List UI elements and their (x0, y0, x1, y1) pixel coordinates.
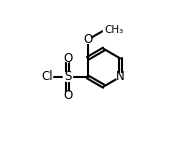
Circle shape (64, 55, 72, 62)
Text: N: N (116, 71, 124, 83)
Circle shape (63, 72, 72, 82)
Text: O: O (83, 33, 92, 46)
Text: O: O (63, 89, 73, 102)
Circle shape (84, 36, 91, 43)
Text: CH₃: CH₃ (105, 25, 124, 35)
Circle shape (42, 72, 53, 82)
Circle shape (116, 73, 124, 81)
Text: O: O (63, 52, 73, 65)
Circle shape (64, 92, 72, 99)
Text: Cl: Cl (42, 71, 53, 83)
Bar (103, 27, 117, 33)
Text: S: S (64, 71, 72, 83)
